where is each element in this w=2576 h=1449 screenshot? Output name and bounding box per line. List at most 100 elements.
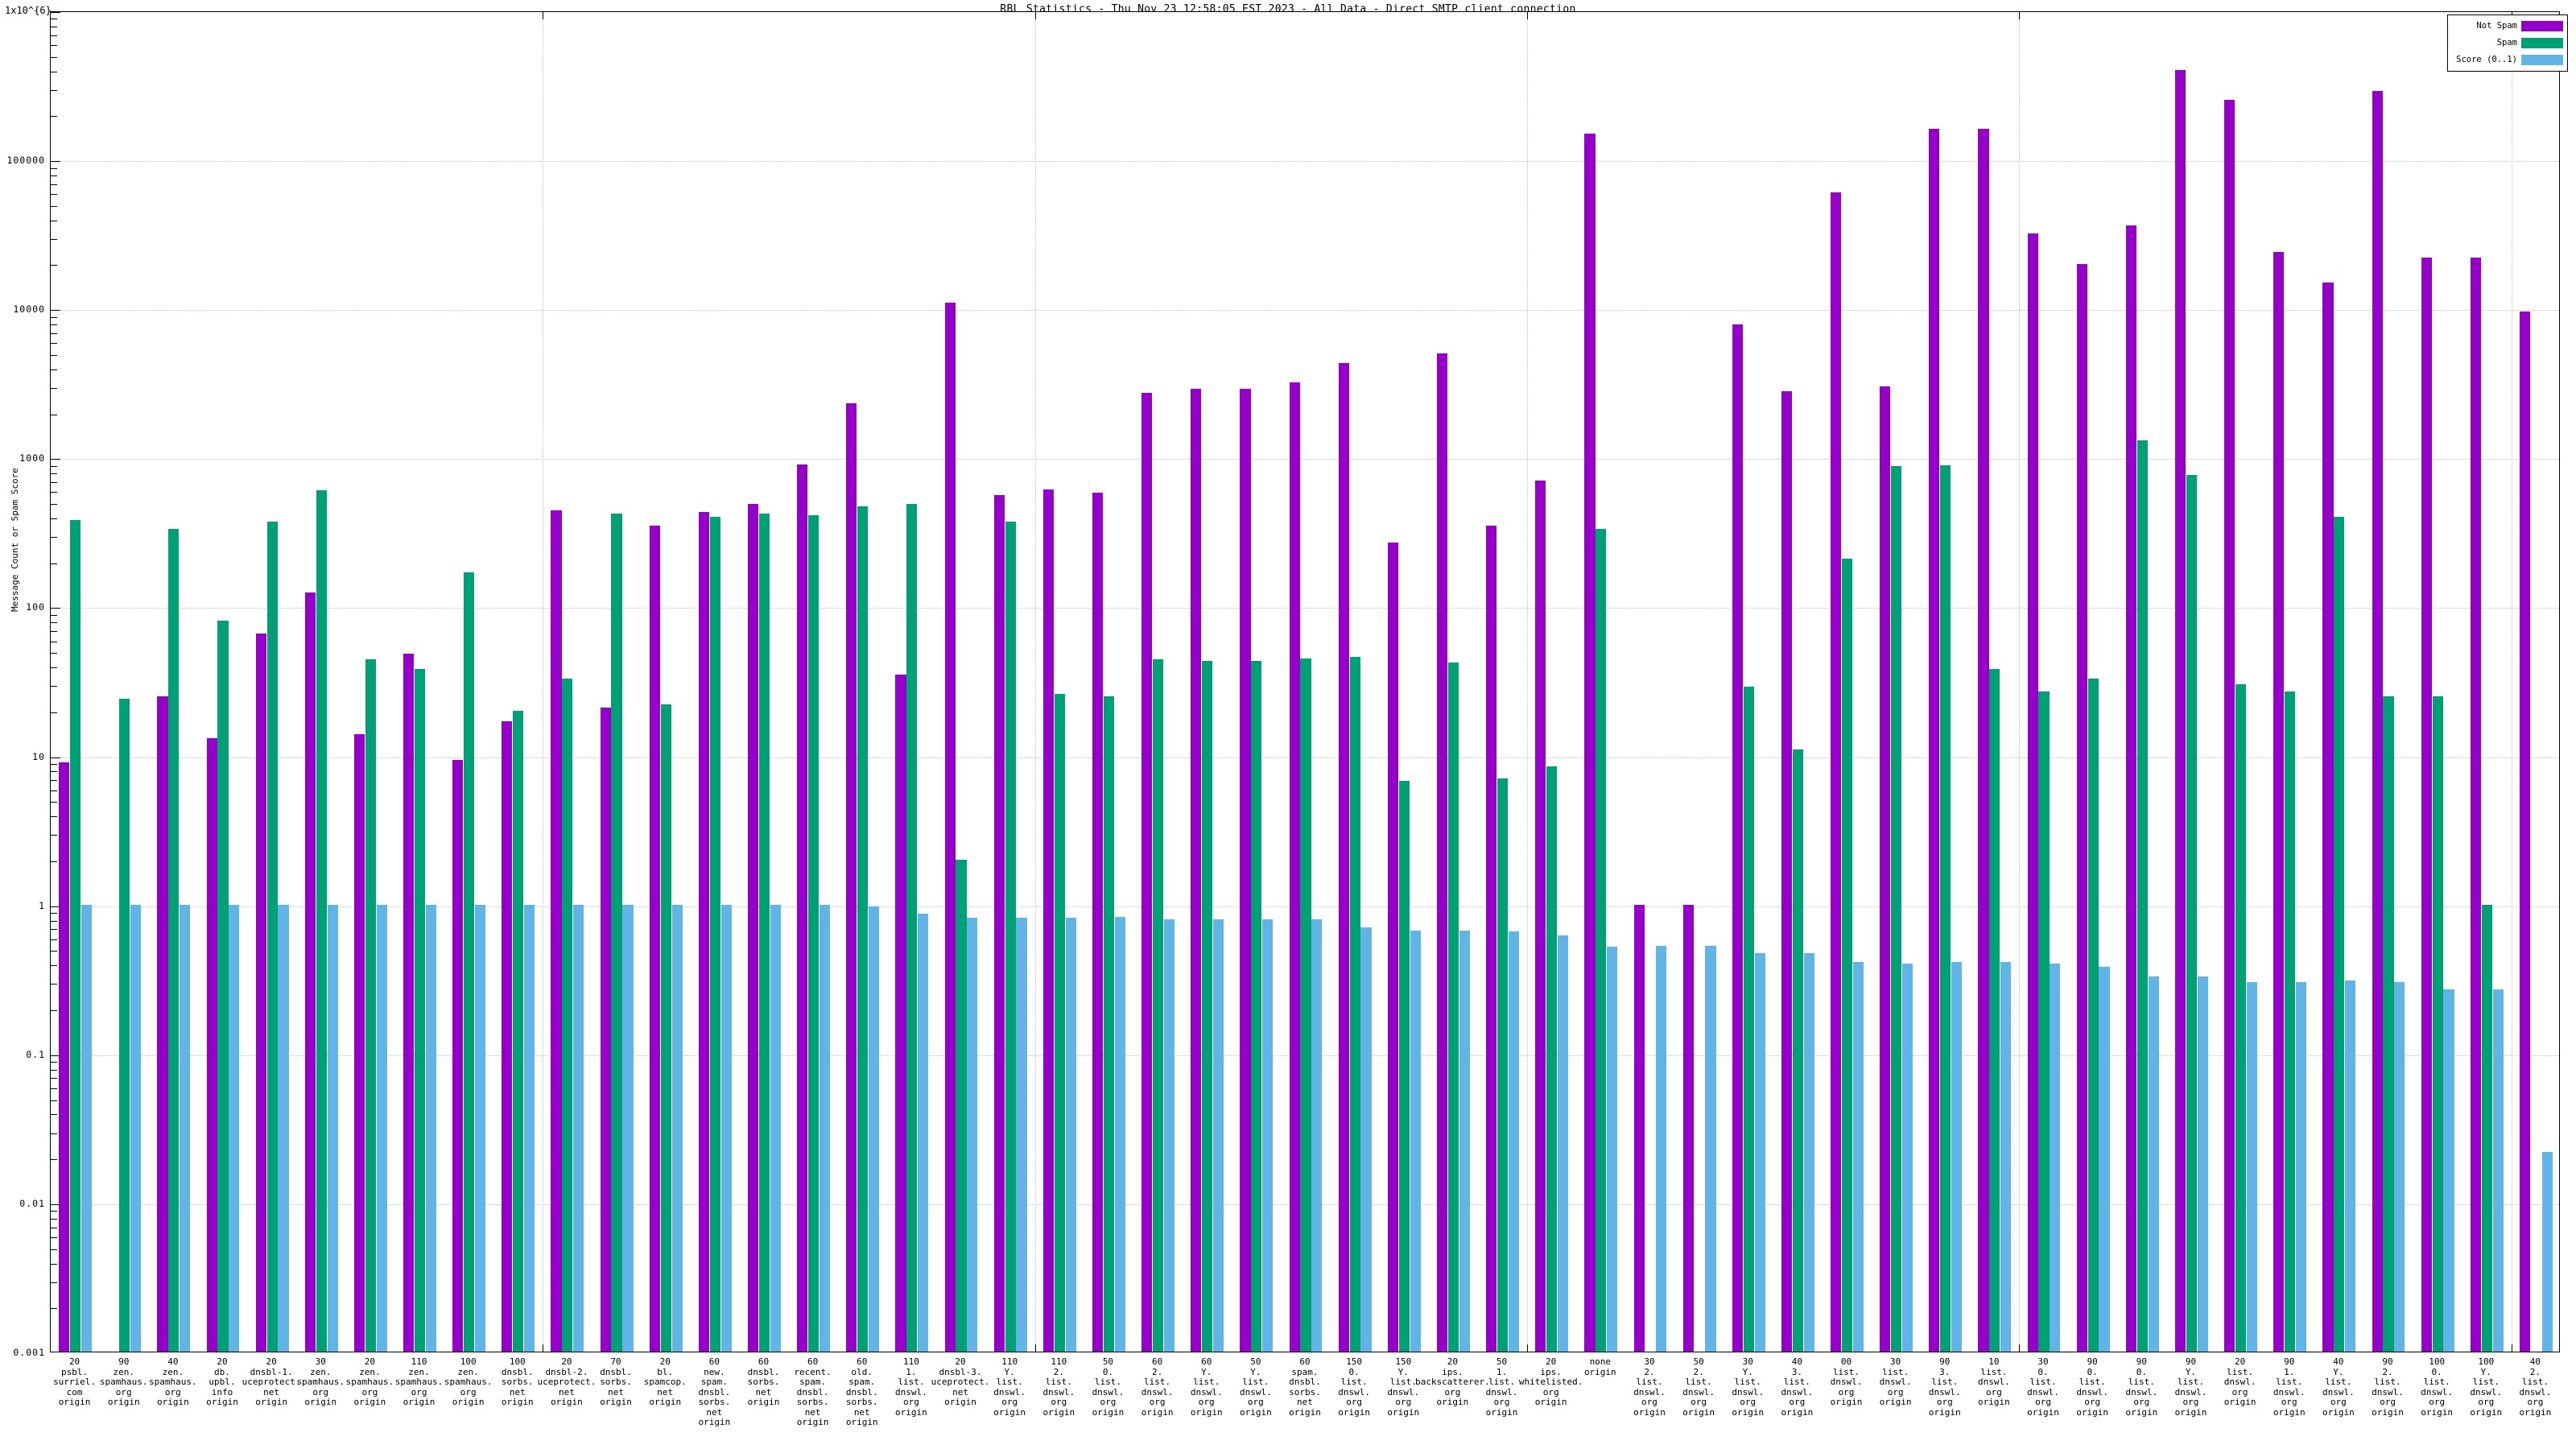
y-axis-tick-label: 0.001 xyxy=(13,1347,45,1358)
bar-sc xyxy=(376,904,387,1352)
y-axis-exponent-label: 1x10^{6} xyxy=(5,5,52,16)
bar-ns xyxy=(59,762,70,1352)
y-axis-minor-tick xyxy=(51,835,57,836)
x-axis-label: none origin xyxy=(1583,1356,1616,1377)
y-axis-minor-tick xyxy=(51,1308,57,1310)
plot-area xyxy=(50,11,2560,1352)
bar-sc xyxy=(1852,962,1864,1352)
bar-group xyxy=(887,12,936,1352)
bar-ns xyxy=(2224,100,2235,1352)
bar-group xyxy=(2216,12,2265,1352)
bar-ns xyxy=(304,592,316,1352)
y-axis-minor-tick xyxy=(51,518,57,519)
bar-group xyxy=(2019,12,2068,1352)
x-axis-label: 30 2. list. dnswl. org origin xyxy=(1633,1356,1666,1418)
bar-ns xyxy=(551,510,562,1352)
bar-ns xyxy=(2519,312,2531,1352)
bar-sp xyxy=(1743,686,1754,1352)
bar-ns xyxy=(2470,257,2481,1352)
bar-sp xyxy=(1300,658,1311,1352)
y-axis-minor-tick xyxy=(51,939,57,940)
bar-sp xyxy=(956,859,967,1352)
bar-sp xyxy=(1989,669,2000,1352)
bar-sc xyxy=(474,904,486,1352)
bar-group xyxy=(740,12,789,1352)
bar-group xyxy=(789,12,838,1352)
y-axis-minor-tick xyxy=(51,1236,57,1238)
bar-ns xyxy=(1929,129,1940,1352)
bar-sp xyxy=(2383,696,2394,1352)
bar-ns xyxy=(1584,133,1596,1352)
bar-group xyxy=(1872,12,1921,1352)
bar-sc xyxy=(1360,927,1372,1352)
bar-sc xyxy=(720,904,732,1352)
x-axis-label: 40 3. list. dnswl. org origin xyxy=(1781,1356,1814,1418)
x-axis-label: 20 ips. backscatterer. org origin xyxy=(1415,1356,1490,1407)
bar-sc xyxy=(80,904,92,1352)
bar-ns xyxy=(1191,388,1202,1352)
bar-group xyxy=(1724,12,1773,1352)
x-axis-label: 100 zen. spamhaus. org origin xyxy=(444,1356,493,1407)
bar-sp xyxy=(69,520,81,1352)
chart-legend: Not Spam Spam Score (0..1) xyxy=(2447,14,2568,72)
x-axis-label: 20 psbl. surriel. com origin xyxy=(53,1356,97,1407)
x-axis-tick-top xyxy=(1527,12,1529,19)
legend-swatch-not-spam xyxy=(2521,20,2563,31)
grid-line-horizontal xyxy=(51,310,2559,312)
bar-ns xyxy=(1240,388,1251,1352)
bar-sc xyxy=(819,904,831,1352)
bar-ns xyxy=(403,654,415,1352)
y-axis-minor-tick xyxy=(51,465,57,467)
x-axis-label: 90 0. list. dnswl. org origin xyxy=(2125,1356,2158,1418)
x-axis-label: 00 list. dnswl. org origin xyxy=(1830,1356,1863,1407)
legend-label-not-spam: Not Spam xyxy=(2476,21,2517,31)
y-axis-minor-tick xyxy=(51,802,57,803)
y-axis-minor-tick xyxy=(51,324,57,326)
bar-sc xyxy=(1065,917,1076,1352)
grid-line-vertical xyxy=(1034,12,1036,1352)
y-axis-minor-tick xyxy=(51,1069,57,1071)
y-axis-tick-inner xyxy=(51,608,60,609)
y-axis-minor-tick xyxy=(51,175,57,177)
bar-group xyxy=(297,12,346,1352)
bar-group xyxy=(592,12,642,1352)
y-axis-minor-tick xyxy=(51,816,57,818)
y-axis-minor-tick xyxy=(51,388,57,389)
x-axis-label: 20 dnsbl-3. uceprotect. net origin xyxy=(931,1356,990,1407)
x-axis-label: 110 Y. list. dnswl. org origin xyxy=(993,1356,1026,1418)
bar-sp xyxy=(1792,749,1803,1352)
bar-sp xyxy=(758,514,770,1352)
bar-sp xyxy=(611,514,622,1352)
bar-ns xyxy=(2322,282,2334,1352)
x-axis-label: 30 Y. list. dnswl. org origin xyxy=(1732,1356,1765,1418)
bar-sc xyxy=(130,904,142,1352)
y-axis-minor-tick xyxy=(51,712,57,713)
legend-label-score: Score (0..1) xyxy=(2456,55,2517,64)
y-axis-minor-tick xyxy=(51,1263,57,1265)
bar-group xyxy=(1773,12,1823,1352)
y-axis-minor-tick xyxy=(51,1078,57,1080)
x-axis-label: 90 3. list. dnswl. org origin xyxy=(1928,1356,1961,1418)
bar-ns xyxy=(1042,489,1054,1352)
x-axis-label: 20 dnsbl-1. uceprotect. net origin xyxy=(242,1356,301,1407)
y-axis-minor-tick xyxy=(51,764,57,766)
y-axis-minor-tick xyxy=(51,920,57,922)
bar-group xyxy=(691,12,740,1352)
bar-sc xyxy=(622,904,634,1352)
bar-sp xyxy=(857,506,869,1352)
x-axis-label: 20 ips. whitelisted. org origin xyxy=(1518,1356,1583,1407)
bar-group xyxy=(1232,12,1281,1352)
bar-group xyxy=(1133,12,1183,1352)
bar-ns xyxy=(1880,386,1891,1352)
bar-sc xyxy=(1901,964,1913,1352)
bar-group xyxy=(198,12,247,1352)
x-axis-label: 40 2. list. dnswl. org origin xyxy=(2519,1356,2552,1418)
bar-group xyxy=(543,12,592,1352)
bar-ns xyxy=(452,760,464,1352)
bar-ns xyxy=(993,494,1005,1352)
bar-group xyxy=(2462,12,2512,1352)
bar-group xyxy=(2118,12,2167,1352)
y-axis-tick-label: 0.01 xyxy=(19,1197,45,1209)
bar-ns xyxy=(1486,525,1497,1352)
bar-sp xyxy=(1891,465,1902,1352)
